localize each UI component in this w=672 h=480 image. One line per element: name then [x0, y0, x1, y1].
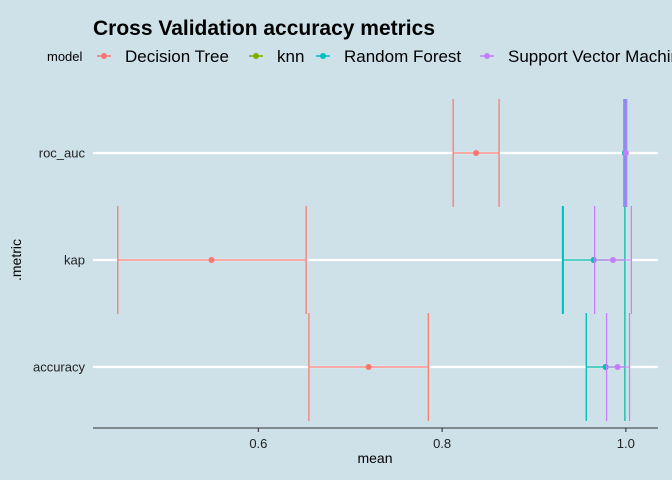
legend: model Decision Tree knn Random Forest Suppo…: [47, 47, 672, 66]
y-axis-title: .metric: [8, 239, 24, 281]
chart-title: Cross Validation accuracy metrics: [93, 17, 435, 40]
legend-label-support-vector-machine: Support Vector Machine: [508, 47, 672, 66]
legend-key-point-random-forest: [320, 53, 326, 59]
x-tick-label: 1.0: [617, 436, 635, 451]
legend-label-knn: knn: [277, 47, 304, 66]
mean-point-support-vector-machine-roc_auc: [622, 150, 629, 156]
mean-point-support-vector-machine-accuracy: [614, 364, 621, 370]
legend-title: model: [47, 49, 83, 64]
mean-point-decision-tree-roc_auc: [473, 150, 480, 156]
legend-key-point-knn: [253, 53, 259, 59]
y-tick-label-kap: kap: [64, 253, 85, 268]
y-tick-label-accuracy: accuracy: [33, 360, 86, 375]
chart-marks: [117, 99, 632, 421]
legend-label-decision-tree: Decision Tree: [125, 47, 229, 66]
x-tick-label: 0.8: [433, 436, 451, 451]
y-tick-label-roc_auc: roc_auc: [39, 146, 86, 161]
legend-label-random-forest: Random Forest: [344, 47, 461, 66]
legend-key-point-decision-tree: [101, 53, 107, 59]
axes: accuracy kap roc_auc 0.6 0.8 1.0: [33, 146, 658, 451]
x-axis-title: mean: [357, 450, 392, 466]
mean-point-support-vector-machine-kap: [609, 257, 616, 263]
legend-key-point-support-vector-machine: [484, 53, 490, 59]
mean-point-decision-tree-kap: [208, 257, 215, 263]
x-tick-label: 0.6: [249, 436, 267, 451]
mean-point-decision-tree-accuracy: [365, 364, 372, 370]
